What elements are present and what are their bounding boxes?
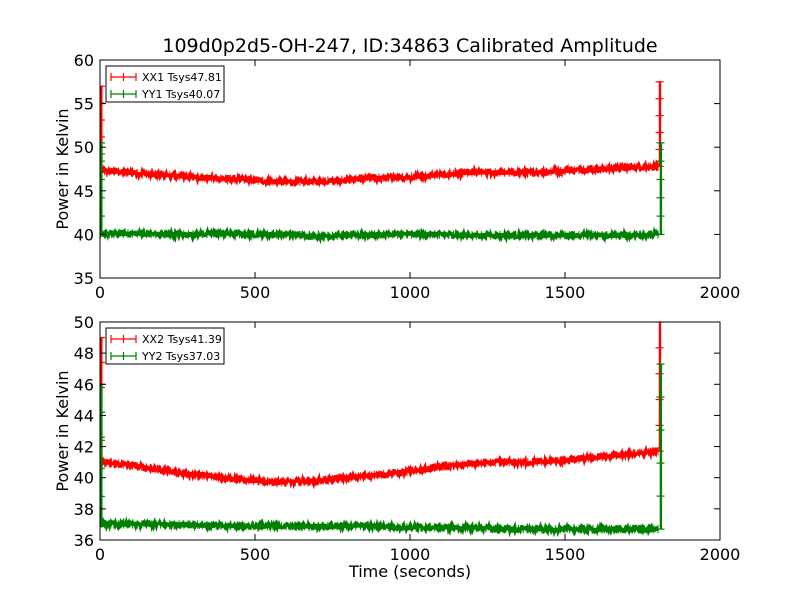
legend-1: XX2 Tsys41.39 YY2 Tsys37.03 [105,327,225,365]
x-tick-label: 1500 [545,283,586,302]
series-1-yy1 [100,142,665,245]
y-tick-label: 48 [74,344,94,363]
plot-area-0 [100,81,665,245]
legend-entry-0: XX1 Tsys47.81 [110,71,222,84]
y-tick-label: 42 [74,438,94,457]
x-tick-label: 2000 [700,283,741,302]
x-tick-label: 0 [95,545,105,564]
x-tick-label: 1500 [545,545,586,564]
y-tick-label: 40 [74,469,94,488]
x-tick-label: 2000 [700,545,741,564]
y-tick-label: 38 [74,500,94,519]
top-plot: 0 500 1000 1500 2000 35 40 45 50 55 60 Power in Kel… [53,51,740,302]
y-tick-label: 36 [74,531,94,550]
y-tick-label: 55 [74,95,94,114]
series-line-0 [100,444,659,490]
x-axis-label: Time (seconds) [348,562,471,581]
y-tick-label: 50 [74,313,94,332]
series-1-yy2 [100,363,665,538]
x-tick-label: 0 [95,283,105,302]
legend-label: XX2 Tsys41.39 [142,333,222,346]
legend-frame [105,65,225,103]
legend-entry-1: YY2 Tsys37.03 [110,350,220,363]
x-tick-label: 1000 [390,545,431,564]
y-tick-label: 35 [74,269,94,288]
legend-label: YY1 Tsys40.07 [141,88,220,101]
legend-entry-1: YY1 Tsys40.07 [110,88,220,101]
x-tick-label: 500 [240,545,271,564]
y-tick-label: 50 [74,138,94,157]
legend-label: YY2 Tsys37.03 [141,350,220,363]
y-axis-label: Power in Kelvin [53,108,72,229]
y-tick-label: 40 [74,225,94,244]
legend-label: XX1 Tsys47.81 [142,71,222,84]
y-tick-label: 44 [74,406,94,425]
plot-area-1 [100,322,665,538]
x-tick-label: 500 [240,283,271,302]
legend-frame [105,327,225,365]
y-tick-label: 45 [74,182,94,201]
y-tick-label: 46 [74,375,94,394]
legend-0: XX1 Tsys47.81 YY1 Tsys40.07 [105,65,225,103]
chart-title: 109d0p2d5-OH-247, ID:34863 Calibrated Am… [162,35,657,57]
x-tick-label: 1000 [390,283,431,302]
bottom-plot: 0 500 1000 1500 2000 36 38 40 42 44 46 48 50 Power in… [53,313,740,581]
legend-entry-0: XX2 Tsys41.39 [110,333,222,346]
y-tick-label: 60 [74,51,94,70]
y-axis-label: Power in Kelvin [53,370,72,491]
